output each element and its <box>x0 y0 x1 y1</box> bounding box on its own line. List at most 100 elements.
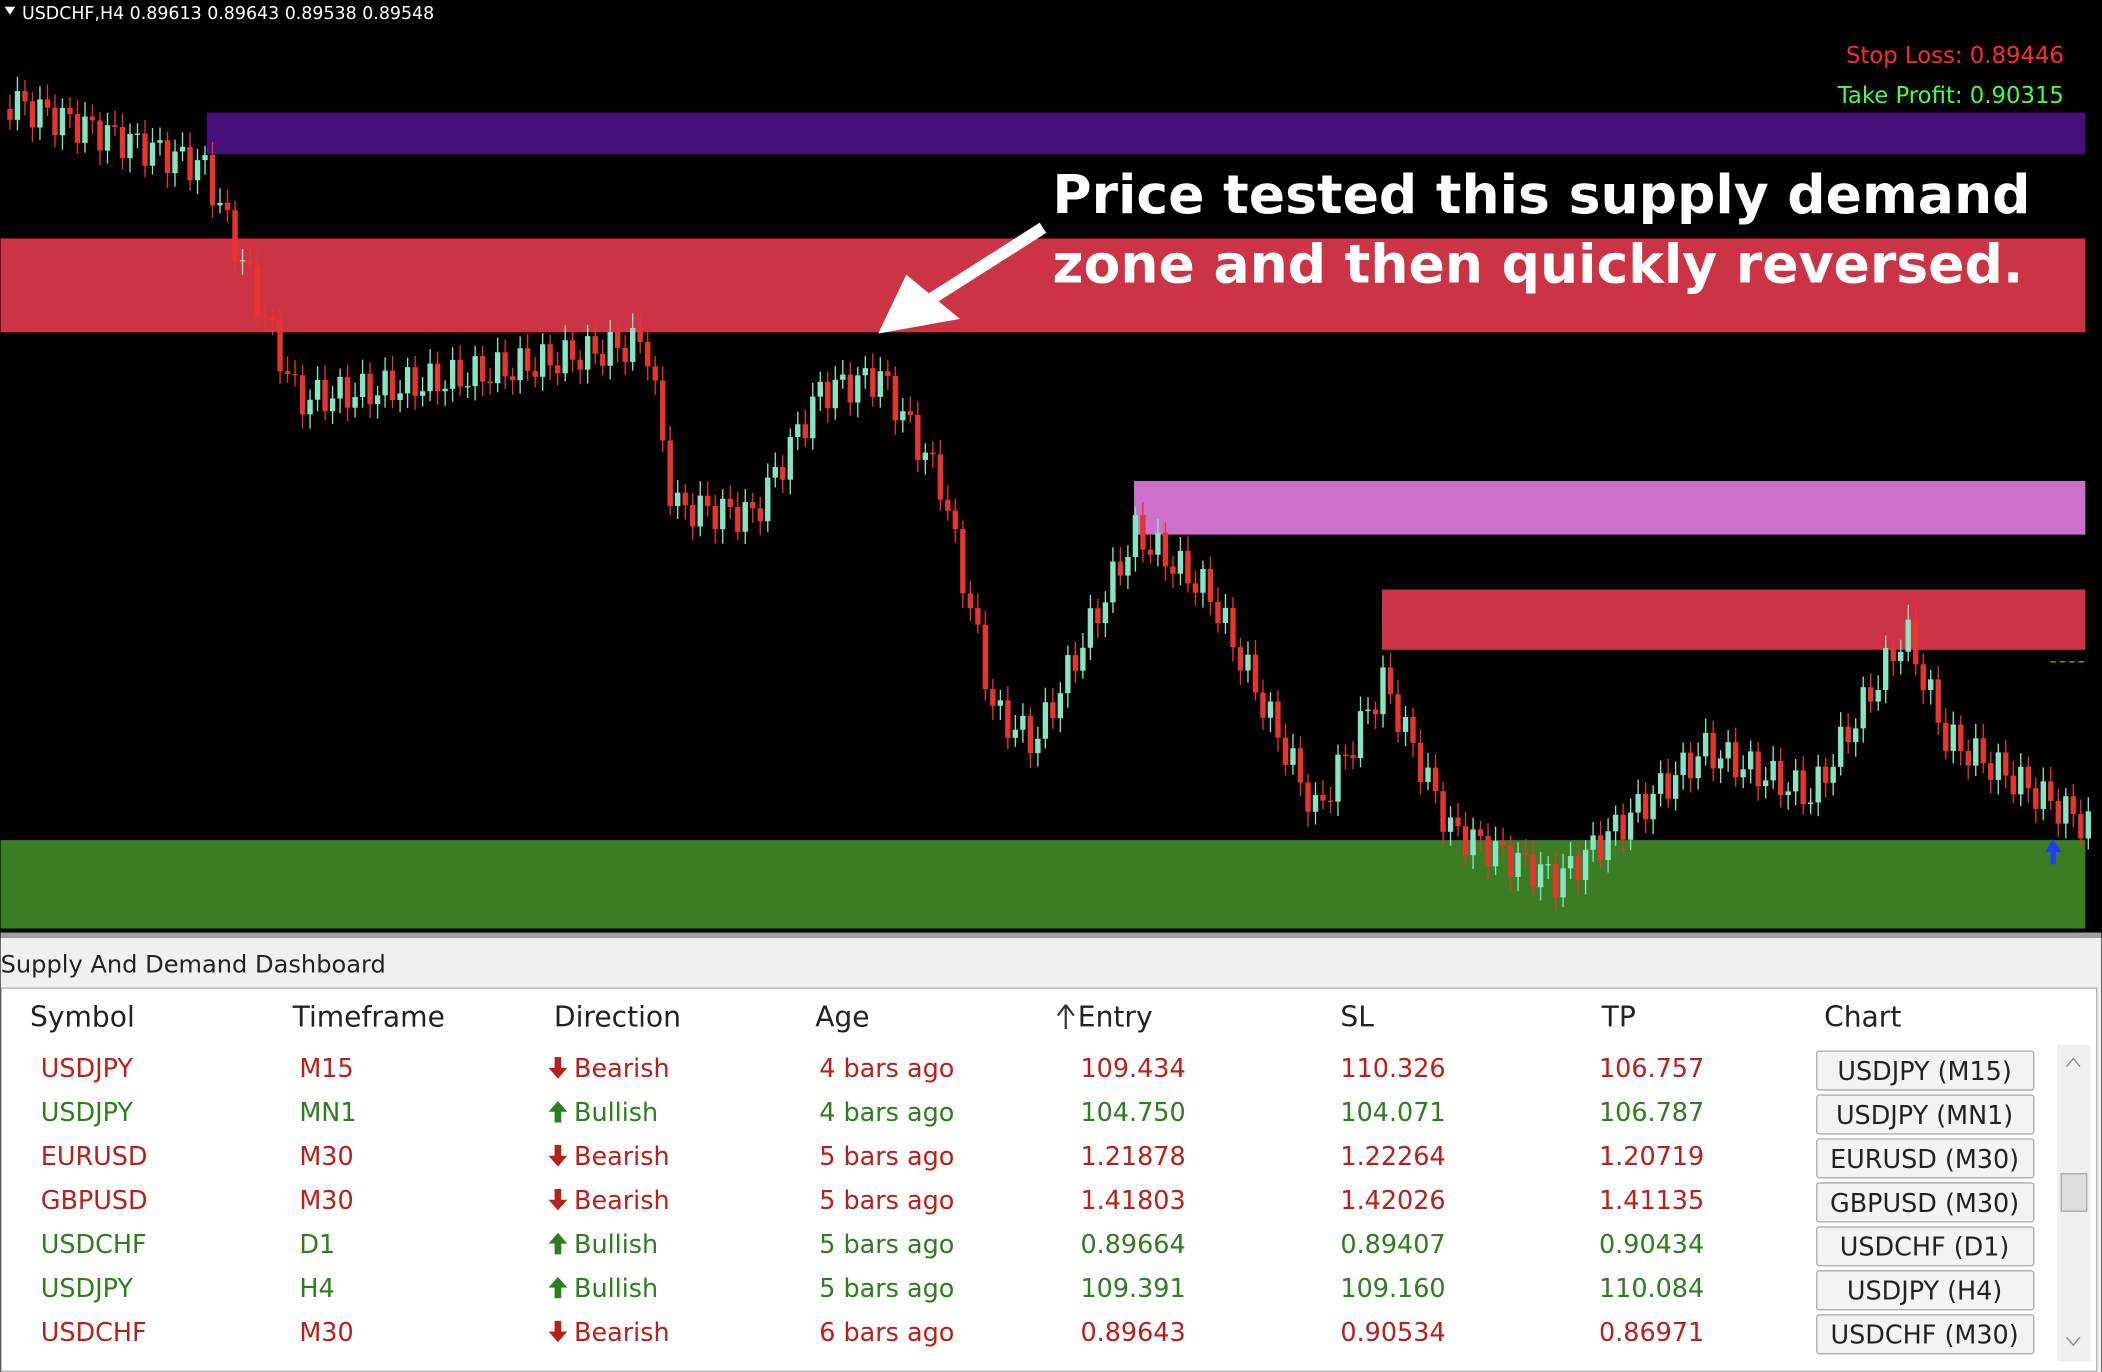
candle-body <box>314 379 321 400</box>
candle-body <box>1620 814 1626 840</box>
chart-button[interactable] <box>1816 1226 2035 1267</box>
table-body: Symbol Timeframe Direction Age Entry SL TP Char… <box>30 1000 2035 1355</box>
symbol: USDCHF <box>41 1318 147 1348</box>
candle-body <box>922 452 929 460</box>
candle-body <box>1560 868 1566 898</box>
candle-body <box>697 495 703 527</box>
candle-body <box>1815 766 1821 803</box>
chart-button-label[interactable]: USDCHF (D1) <box>1840 1233 2010 1263</box>
candle-body <box>1755 751 1761 787</box>
candle-body <box>277 320 283 372</box>
chart-button[interactable] <box>1816 1314 2035 1355</box>
chart-button-label[interactable]: USDJPY (M15) <box>1837 1057 2011 1087</box>
candle-body <box>1687 752 1694 779</box>
timeframe: M30 <box>299 1142 353 1172</box>
candle-body <box>52 107 58 136</box>
candle-body <box>1702 733 1709 757</box>
candle-body <box>1372 709 1379 715</box>
candle-body <box>464 386 471 388</box>
candle-body <box>1200 568 1206 593</box>
chart-button-label[interactable]: EURUSD (M30) <box>1830 1145 2019 1175</box>
candle-body <box>1665 773 1671 799</box>
candle-body <box>1770 760 1776 781</box>
candle-body <box>14 91 21 120</box>
candle-body <box>960 529 966 594</box>
candle-body <box>1170 566 1176 574</box>
chart-button[interactable] <box>1816 1050 2035 1091</box>
candle-body <box>720 498 726 530</box>
chart-button[interactable] <box>1816 1094 2035 1135</box>
candle-body <box>1125 557 1131 576</box>
candle-body <box>2018 766 2024 795</box>
supply-zone <box>0 238 2086 333</box>
candle-body <box>1080 647 1086 671</box>
candle-body <box>1470 829 1476 856</box>
chart-button[interactable] <box>1816 1182 2035 1223</box>
candle-body <box>1680 752 1686 776</box>
candle-body <box>997 700 1004 706</box>
candle-body <box>404 367 411 394</box>
candle-body <box>74 114 81 143</box>
candle-body <box>1710 733 1716 769</box>
candle-body <box>1410 716 1416 743</box>
chart-button[interactable] <box>1816 1270 2035 1311</box>
chart-button-label[interactable]: USDJPY (MN1) <box>1836 1101 2013 1131</box>
candle-body <box>269 317 276 321</box>
candle-body <box>1177 550 1184 574</box>
scroll-down[interactable] <box>2066 1336 2081 1347</box>
candle-body <box>862 368 868 376</box>
direction: Bearish <box>574 1142 670 1172</box>
candle-body <box>509 376 516 381</box>
candle-body <box>37 99 43 128</box>
direction-arrow <box>548 1101 568 1123</box>
candle-body <box>449 359 456 389</box>
candle-body <box>1695 756 1701 779</box>
candle-body <box>1875 690 1881 702</box>
chart-button-label[interactable]: USDCHF (M30) <box>1831 1321 2019 1351</box>
scroll-thumb[interactable] <box>2060 1173 2088 1212</box>
chart-button-label[interactable]: GBPUSD (M30) <box>1830 1189 2019 1219</box>
stop-loss: 1.22264 <box>1340 1142 1445 1172</box>
symbol: USDCHF <box>41 1230 147 1260</box>
candle-body <box>1732 742 1739 778</box>
candle-body <box>945 499 951 511</box>
candle-body <box>44 99 51 108</box>
candle-body <box>2003 752 2009 776</box>
candle-body <box>1995 752 2001 780</box>
age: 4 bars ago <box>819 1098 954 1128</box>
scroll-up[interactable] <box>2066 1057 2081 1067</box>
candle-body <box>2025 766 2031 789</box>
candle-body <box>1327 800 1334 802</box>
candle-body <box>877 371 883 397</box>
candle-body <box>1980 738 1986 764</box>
candle-body <box>1657 773 1664 794</box>
candle-body <box>2055 801 2061 824</box>
direction: Bullish <box>574 1098 658 1128</box>
timeframe: M15 <box>299 1054 353 1084</box>
candle-body <box>825 381 831 409</box>
candle-body <box>750 502 756 509</box>
entry: 109.434 <box>1080 1054 1185 1084</box>
candle-body <box>209 155 216 206</box>
candle-body <box>382 370 388 396</box>
candle-body <box>1507 845 1514 877</box>
candle-body <box>577 359 583 370</box>
column-header: TP <box>1601 1000 1636 1033</box>
symbol-info: USDCHF,H4 0.89613 0.89643 0.89538 0.8954… <box>22 4 434 24</box>
candle-body <box>907 411 913 415</box>
candle-body <box>840 374 846 380</box>
candle-body <box>427 363 433 392</box>
candle-body <box>1575 855 1581 881</box>
entry: 104.750 <box>1080 1098 1185 1128</box>
candle-body <box>892 375 898 421</box>
candle-body <box>637 328 643 343</box>
chart-button-label[interactable]: USDJPY (H4) <box>1847 1277 2002 1307</box>
direction: Bearish <box>574 1186 670 1216</box>
candle-body <box>1222 607 1229 623</box>
chart-button[interactable] <box>1816 1138 2035 1179</box>
candle-body <box>89 116 96 121</box>
candle-body <box>1492 841 1499 867</box>
candle-body <box>1417 742 1424 783</box>
